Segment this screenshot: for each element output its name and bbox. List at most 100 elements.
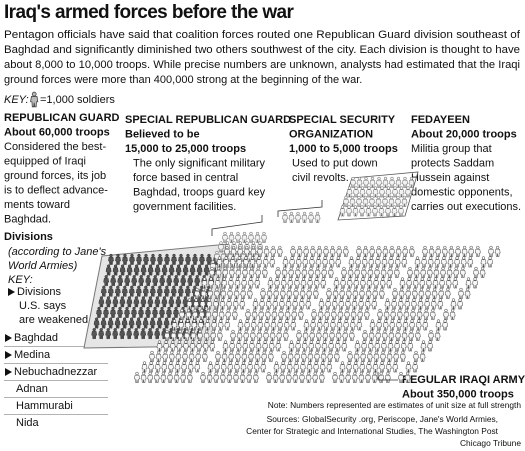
soldier-icon [313,277,320,289]
soldier-icon [352,205,359,217]
group-description: Militia group that [411,143,492,155]
soldier-icon [472,266,480,279]
soldier-icon [444,287,451,300]
soldier-icon [460,256,467,268]
soldier-icon [228,350,235,363]
soldier-icon [201,350,208,363]
soldier-icon [340,277,347,289]
soldier-icon [397,298,404,310]
soldier-icon [381,256,388,268]
soldier-icon [355,245,363,258]
soldier-icon [439,277,446,289]
soldier-icon [250,319,257,331]
soldier-icon [186,371,193,384]
group-name: SPECIAL SECURITY [289,114,396,126]
soldier-icon [371,371,378,384]
soldier-icon [391,287,399,300]
intro-line: ground forces were more than 400,000 str… [4,74,362,86]
group-description: Considered the best- [4,141,106,153]
soldier-icon [415,319,422,331]
division-name: Hammurabi [16,400,73,412]
soldier-icon [329,245,336,258]
soldier-icon [345,371,352,384]
soldier-icon [333,277,340,289]
soldier-icon [328,329,336,342]
group-name: REPUBLICAN GUARD [4,112,120,124]
soldier-icon [398,186,405,198]
soldier-icon [401,256,408,268]
soldier-icon [297,308,304,321]
soldier-icon [295,329,303,342]
soldier-icon [321,340,328,352]
soldier-icon [406,266,414,279]
soldier-icon [228,231,235,244]
soldier-icon [360,266,367,279]
soldier-icon [397,205,405,217]
weakened-marker [5,334,12,342]
soldier-icon [206,371,213,384]
soldier-icon [241,350,248,363]
soldier-icon [352,287,359,300]
soldier-icon [270,319,277,331]
soldier-icon [213,371,220,384]
soldier-icon [276,329,283,342]
soldier-icon [306,287,313,300]
soldier-icon [376,308,384,321]
soldier-icon [407,340,414,352]
sources: Center for Strategic and International S… [246,426,499,436]
soldier-icon [363,308,370,321]
credit: Chicago Tribune [460,438,521,448]
soldier-icon [394,329,402,342]
soldier-icon [424,287,432,300]
soldier-icon [262,340,269,352]
soldier-icon [217,319,224,331]
soldier-icon [480,256,487,268]
soldier-icon [368,195,376,208]
soldier-icon [216,329,223,342]
soldier-icon [254,350,261,363]
soldier-icon [336,319,343,331]
soldier-icon [315,329,322,342]
soldier-icon [308,256,315,268]
soldier-icon [260,231,268,244]
divisions-key-label: KEY: [8,274,33,286]
soldier-icon [328,340,335,352]
soldier-icon [278,298,285,310]
note: Note: Numbers represented are estimates … [268,400,522,410]
soldier-icon [419,277,426,289]
soldier-icon [362,176,370,189]
soldier-icon [312,371,319,384]
soldier-icon [372,361,379,373]
soldier-icon [447,256,454,268]
soldier-icon [327,266,334,279]
soldier-icon [385,361,392,373]
soldier-icon [207,361,214,373]
division-name: Baghdad [14,332,58,344]
soldier-icon [295,340,302,352]
soldier-icon [265,298,272,310]
soldier-icon [219,298,226,310]
soldier-icon [328,256,335,268]
soldier-icon [342,245,349,258]
soldier-icon [301,340,308,352]
soldier-icon [324,308,331,321]
soldier-icon [309,329,316,342]
soldier-icon [281,266,288,279]
group-size: About 20,000 troops [411,128,517,140]
soldier-icon [412,277,419,289]
soldier-icon [446,266,453,279]
soldier-icon [362,245,369,258]
sources: Sources: GlobalSecurity .org, Periscope,… [267,414,498,424]
soldier-icon [268,340,275,352]
soldier-icon [219,371,226,384]
soldier-icon [442,308,450,321]
soldier-icon [285,298,292,310]
soldier-icon [356,319,363,331]
soldier-icon [379,361,386,373]
soldier-icon [430,298,437,310]
soldier-icon [221,350,228,363]
soldier-icon [408,329,415,342]
soldier-icon [405,287,412,300]
soldier-icon [153,371,160,384]
